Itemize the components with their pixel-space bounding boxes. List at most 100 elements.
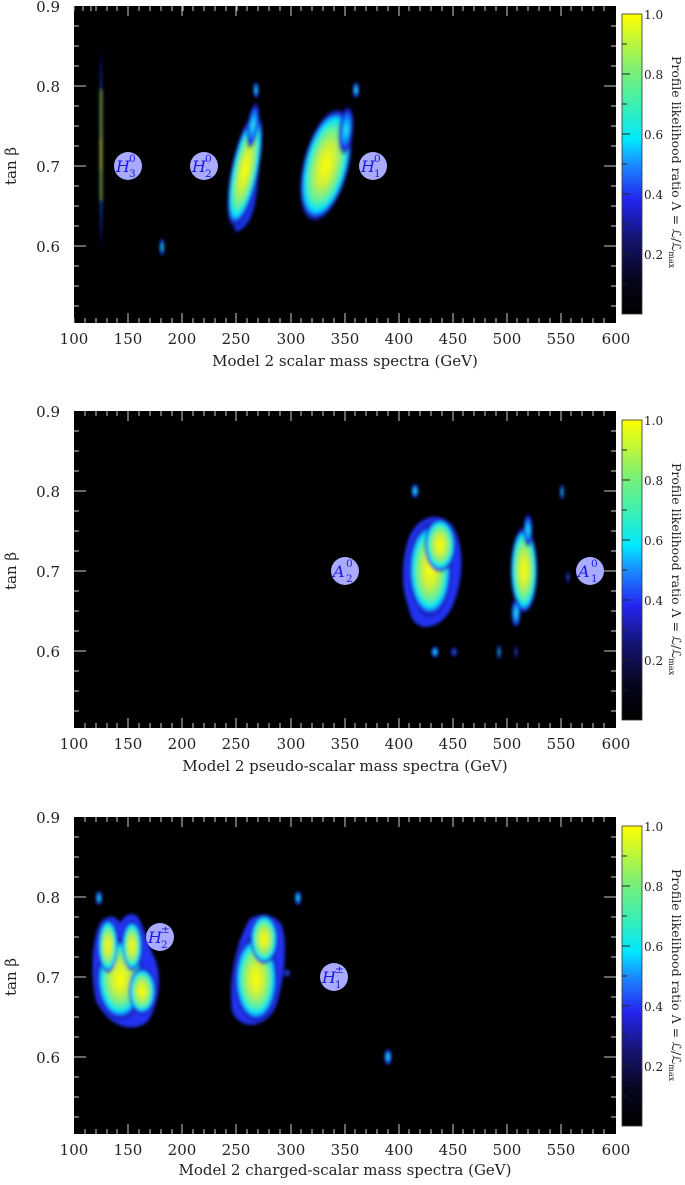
svg-text:Profile likelihood ratio Λ = ℒ: Profile likelihood ratio Λ = ℒ/ℒmax <box>667 463 684 676</box>
svg-text:100: 100 <box>60 330 89 348</box>
y-tick-labels: 0.9 0.8 0.7 0.6 <box>36 403 60 661</box>
svg-text:400: 400 <box>385 330 414 348</box>
colorbar: 1.0 0.8 0.6 0.4 0.2 Profile likelihood r… <box>621 820 684 1127</box>
x-axis-label: Model 2 scalar mass spectra (GeV) <box>212 352 478 370</box>
svg-text:A: A <box>576 562 590 581</box>
svg-text:0.8: 0.8 <box>644 880 663 894</box>
svg-text:0.2: 0.2 <box>644 654 663 668</box>
y-axis-label: tan β <box>2 958 20 996</box>
svg-text:450: 450 <box>439 330 468 348</box>
svg-text:400: 400 <box>385 1141 414 1159</box>
svg-text:350: 350 <box>331 330 360 348</box>
y-tick-labels: 0.9 0.8 0.7 0.6 <box>36 0 60 256</box>
svg-text:250: 250 <box>222 735 251 753</box>
svg-text:200: 200 <box>168 330 197 348</box>
svg-text:0.6: 0.6 <box>644 534 663 548</box>
svg-text:Profile likelihood ratio Λ = ℒ: Profile likelihood ratio Λ = ℒ/ℒmax <box>667 869 684 1082</box>
svg-text:2: 2 <box>161 939 168 951</box>
svg-text:±: ± <box>335 964 344 976</box>
svg-text:H: H <box>115 157 131 176</box>
x-tick-labels: 100 150 200 250 300 350 400 450 500 550 … <box>60 735 631 753</box>
svg-text:200: 200 <box>168 1141 197 1159</box>
chart-panel-scalar: 0.9 0.8 0.7 0.6 100 150 200 250 300 350 … <box>0 0 685 390</box>
svg-text:550: 550 <box>547 330 576 348</box>
svg-text:100: 100 <box>60 1141 89 1159</box>
svg-text:H: H <box>360 157 376 176</box>
svg-text:0.6: 0.6 <box>36 1049 60 1067</box>
heatmap-charged-scalar: 0.9 0.8 0.7 0.6 100 150 200 250 300 350 … <box>2 809 684 1179</box>
colorbar-label: Profile likelihood ratio Λ = ℒ/ℒmax <box>667 463 684 676</box>
heatmap-blobs <box>402 483 570 660</box>
svg-text:0.2: 0.2 <box>644 1060 663 1074</box>
y-axis-label: tan β <box>2 552 20 590</box>
svg-text:1.0: 1.0 <box>644 820 663 834</box>
svg-text:150: 150 <box>114 1141 143 1159</box>
svg-text:450: 450 <box>439 1141 468 1159</box>
svg-text:H: H <box>321 968 337 987</box>
svg-text:1: 1 <box>374 168 381 180</box>
svg-text:400: 400 <box>385 735 414 753</box>
colorbar: 1.0 0.8 0.6 0.4 0.2 Profile likelihood r… <box>621 414 684 721</box>
svg-text:500: 500 <box>493 330 522 348</box>
svg-text:350: 350 <box>331 1141 360 1159</box>
svg-text:600: 600 <box>602 330 631 348</box>
svg-text:250: 250 <box>222 330 251 348</box>
heatmap-scalar: 0.9 0.8 0.7 0.6 100 150 200 250 300 350 … <box>2 0 684 370</box>
svg-text:300: 300 <box>277 1141 306 1159</box>
svg-text:350: 350 <box>331 735 360 753</box>
colorbar-label: Profile likelihood ratio Λ = ℒ/ℒmax <box>667 56 684 269</box>
badge-a1-0: A 0 1 <box>576 557 604 585</box>
svg-text:0.6: 0.6 <box>36 643 60 661</box>
svg-text:500: 500 <box>493 735 522 753</box>
svg-text:0.4: 0.4 <box>644 188 663 202</box>
svg-text:H: H <box>147 928 163 947</box>
svg-text:1: 1 <box>335 979 342 991</box>
axis-ticks <box>74 411 616 728</box>
svg-text:0: 0 <box>129 153 136 165</box>
svg-text:600: 600 <box>602 735 631 753</box>
svg-text:0: 0 <box>346 558 353 570</box>
svg-text:600: 600 <box>602 1141 631 1159</box>
x-tick-labels: 100 150 200 250 300 350 400 450 500 550 … <box>60 330 631 348</box>
svg-text:0: 0 <box>205 153 212 165</box>
heatmap-pseudoscalar: 0.9 0.8 0.7 0.6 100 150 200 250 300 350 … <box>2 403 684 775</box>
badge-a2-0: A 0 2 <box>331 557 359 585</box>
svg-text:1: 1 <box>591 573 598 585</box>
svg-text:0: 0 <box>374 153 381 165</box>
x-axis-label: Model 2 charged-scalar mass spectra (GeV… <box>178 1161 511 1179</box>
x-axis-label: Model 2 pseudo-scalar mass spectra (GeV) <box>182 757 507 775</box>
axis-ticks <box>73 6 616 323</box>
svg-text:0.8: 0.8 <box>36 483 60 501</box>
svg-text:0.9: 0.9 <box>36 0 60 16</box>
svg-text:H: H <box>191 157 207 176</box>
svg-text:550: 550 <box>547 735 576 753</box>
svg-text:100: 100 <box>60 735 89 753</box>
svg-text:2: 2 <box>205 168 212 180</box>
svg-text:3: 3 <box>129 168 136 180</box>
svg-text:A: A <box>331 562 345 581</box>
chart-panel-charged-scalar: 0.9 0.8 0.7 0.6 100 150 200 250 300 350 … <box>0 809 685 1181</box>
svg-text:0: 0 <box>591 558 598 570</box>
badge-h2-0: H 0 2 <box>190 152 218 180</box>
svg-text:0.6: 0.6 <box>644 940 663 954</box>
badge-h2-pm: H ± 2 <box>146 923 174 951</box>
svg-text:0.7: 0.7 <box>36 969 60 987</box>
svg-text:0.8: 0.8 <box>644 68 663 82</box>
svg-text:300: 300 <box>277 330 306 348</box>
svg-text:0.9: 0.9 <box>36 811 60 827</box>
svg-text:0.8: 0.8 <box>644 474 663 488</box>
svg-text:0.7: 0.7 <box>36 563 60 581</box>
y-tick-labels: 0.9 0.8 0.7 0.6 <box>36 809 60 1067</box>
svg-text:±: ± <box>161 924 170 936</box>
svg-text:0.2: 0.2 <box>644 248 663 262</box>
heatmap-blobs <box>92 890 392 1066</box>
svg-text:1.0: 1.0 <box>644 8 663 22</box>
svg-text:250: 250 <box>222 1141 251 1159</box>
svg-text:0.6: 0.6 <box>36 238 60 256</box>
svg-text:0.4: 0.4 <box>644 1000 663 1014</box>
svg-text:0.8: 0.8 <box>36 889 60 907</box>
svg-text:500: 500 <box>493 1141 522 1159</box>
badge-h3-0: H 0 3 <box>114 152 142 180</box>
y-axis-label: tan β <box>2 147 20 185</box>
svg-text:2: 2 <box>346 573 353 585</box>
